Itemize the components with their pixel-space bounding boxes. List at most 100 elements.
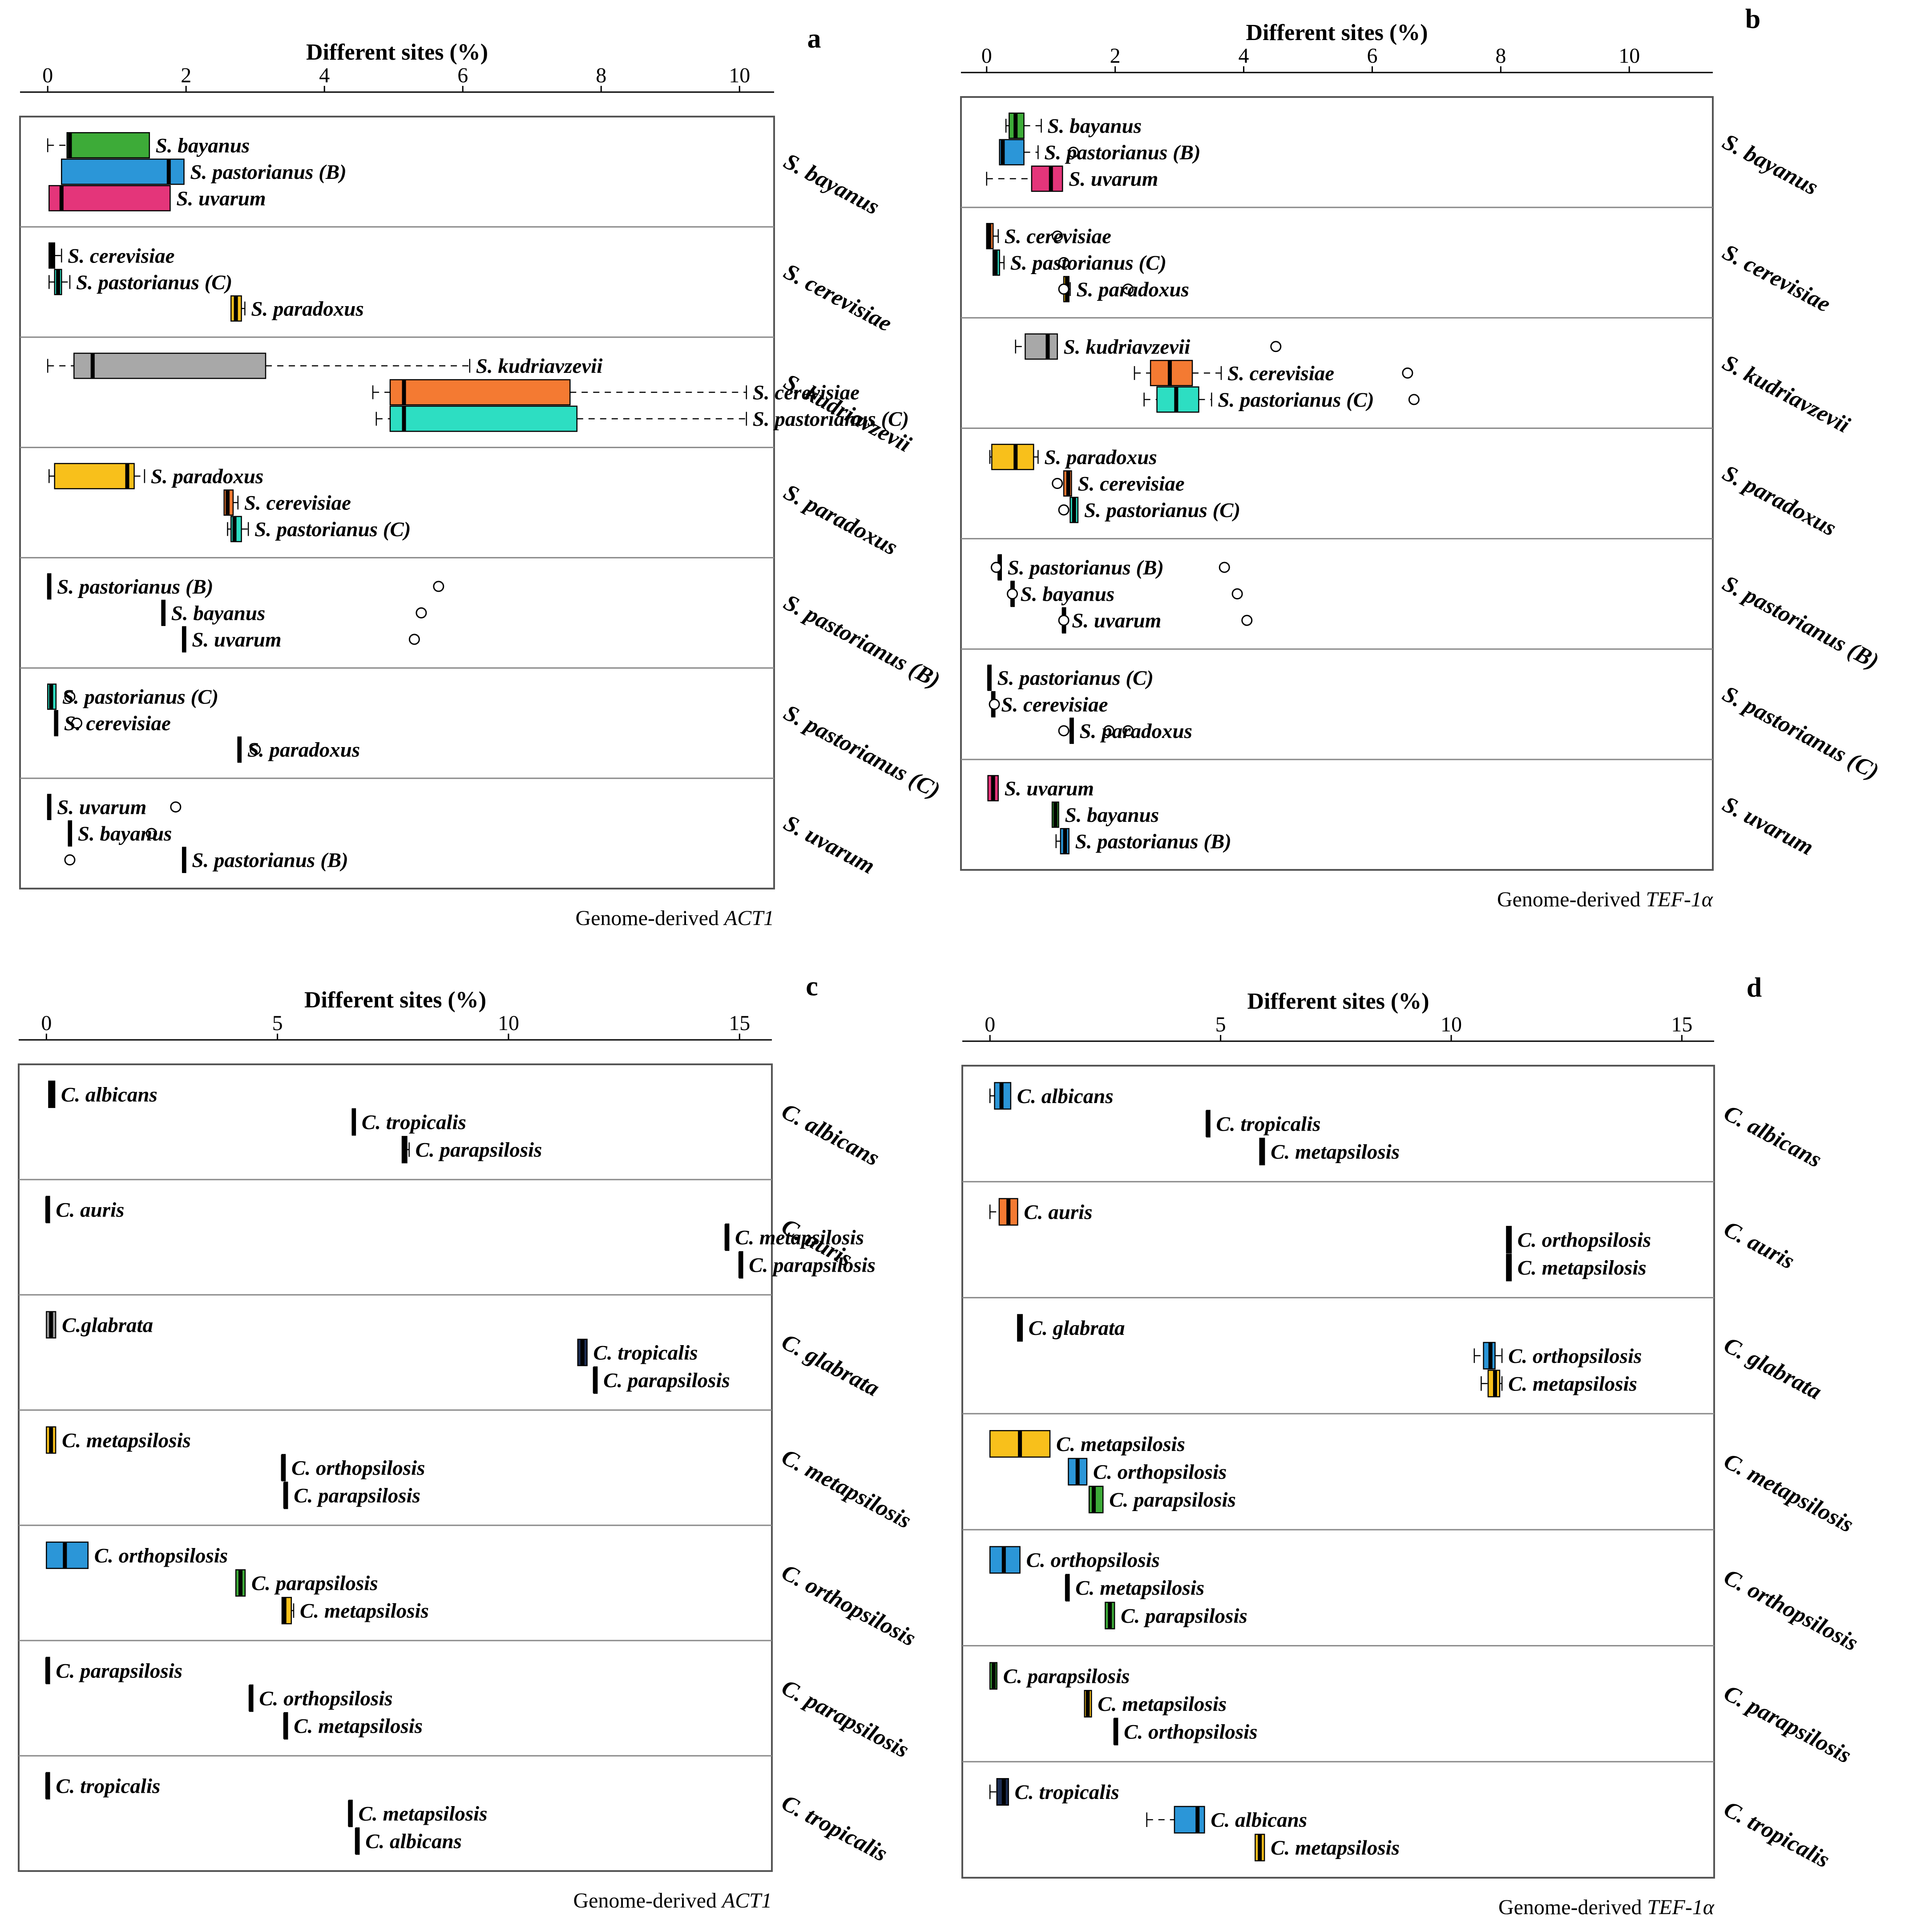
box-entry: C. parapsilosis xyxy=(235,1569,378,1597)
box xyxy=(1031,166,1063,192)
outlier-point xyxy=(1219,562,1230,573)
box-entry: S. pastorianus (C) xyxy=(987,664,1154,691)
box-entry: C. metapsilosis xyxy=(724,1223,864,1251)
box xyxy=(48,185,171,211)
panel-frame xyxy=(18,1063,773,1872)
box-entry: C. metapsilosis xyxy=(1506,1253,1647,1281)
group-label: S. bayanus xyxy=(779,149,883,220)
box-label: C. orthopsilosis xyxy=(94,1544,228,1567)
box-label: C. parapsilosis xyxy=(294,1484,420,1508)
box-label: S. bayanus xyxy=(1048,115,1142,138)
box-label: C. metapsilosis xyxy=(1518,1257,1647,1280)
box-entry: C. auris xyxy=(989,1198,1093,1226)
box-label: S. cerevisiae xyxy=(64,712,171,735)
box-entry: S. pastorianus (C) xyxy=(227,516,411,542)
outlier-point xyxy=(1103,725,1114,736)
box-label: C. tropicalis xyxy=(593,1342,698,1365)
outlier-point xyxy=(1058,614,1070,626)
box xyxy=(46,1541,89,1569)
outlier-point xyxy=(1058,725,1070,736)
caption-gene: ACT1 xyxy=(723,906,774,930)
box-label: S. pastorianus (B) xyxy=(1075,830,1231,853)
panel-caption: Genome-derived ACT1 xyxy=(575,906,774,930)
box-entry: C. metapsilosis xyxy=(1481,1370,1637,1398)
box-entry: S. cerevisiae xyxy=(54,710,171,736)
outlier-point xyxy=(1270,341,1282,352)
box-entry: S. bayanus xyxy=(161,599,427,626)
panel-c: Different sites (%) 0 5 10 15 c Genome-derived… xyxy=(18,971,920,1912)
box-entry: C. parapsilosis xyxy=(989,1662,1130,1690)
group-label: S. pastorianus (B) xyxy=(1718,571,1883,675)
panel-caption: Genome-derived ACT1 xyxy=(573,1889,772,1912)
box-label: S. pastorianus (C) xyxy=(1218,388,1374,412)
group-label: C. parapsilosis xyxy=(777,1675,913,1763)
group-label: C. orthopsilosis xyxy=(1719,1564,1862,1656)
box-label: S. paradoxus xyxy=(1080,719,1192,743)
box-entry: C. orthopsilosis xyxy=(989,1546,1160,1574)
box-label: C. albicans xyxy=(61,1083,157,1106)
x-tick-label: 10 xyxy=(1441,1013,1462,1036)
group: S. pastorianus (B) S. pastorianus (B) S. b… xyxy=(20,557,944,693)
group-label: C. metapsilosis xyxy=(777,1444,915,1534)
box-label: S. pastorianus (C) xyxy=(62,686,218,709)
box-label: S. cerevisiae xyxy=(68,244,174,267)
box-entry: C. metapsilosis xyxy=(1084,1689,1227,1718)
x-tick-label: 10 xyxy=(498,1011,519,1035)
box-label: S. pastorianus (C) xyxy=(76,271,232,294)
group: S. pastorianus (C) S. pastorianus (C) S. c… xyxy=(961,648,1883,784)
box-label: C. orthopsilosis xyxy=(291,1457,425,1480)
group-label: S. pastorianus (B) xyxy=(779,590,944,693)
box-entry: S. cerevisiae xyxy=(1134,360,1413,386)
group: C. glabrata C.glabrata C. tropicalis C. par… xyxy=(19,1294,884,1402)
outlier-point xyxy=(1058,257,1070,268)
box-entry: S. cerevisiae xyxy=(986,223,1111,250)
group-label: C. auris xyxy=(1719,1216,1798,1274)
box-entry: C. metapsilosis xyxy=(348,1799,488,1827)
box-label: C. parapsilosis xyxy=(1121,1605,1247,1628)
box-label: C. parapsilosis xyxy=(56,1659,182,1682)
group-label: S. cerevisiae xyxy=(1718,239,1834,317)
box-entry: S. pastorianus (C) xyxy=(992,249,1166,276)
box-label: S. paradoxus xyxy=(251,297,363,320)
box-entry: C. orthopsilosis xyxy=(1068,1458,1227,1486)
box-label: C. albicans xyxy=(365,1830,462,1853)
group-label: C. tropicalis xyxy=(777,1790,891,1867)
box-label: C. auris xyxy=(1024,1201,1092,1224)
box-entry: C. metapsilosis xyxy=(281,1597,429,1625)
box xyxy=(73,352,266,379)
x-tick-label: 15 xyxy=(729,1011,750,1035)
box-label: S. bayanus xyxy=(1065,804,1159,827)
box xyxy=(66,132,150,158)
box-entry: C. albicans xyxy=(989,1082,1114,1110)
box-label: C. metapsilosis xyxy=(294,1715,423,1738)
box-label: S. uvarum xyxy=(1005,777,1094,800)
box-entry: C. orthopsilosis xyxy=(46,1541,228,1569)
panel-frame xyxy=(961,1065,1715,1879)
panel-caption: Genome-derived TEF-1α xyxy=(1497,888,1713,911)
box-label: S. uvarum xyxy=(1069,168,1158,191)
outlier-point xyxy=(1122,725,1134,736)
box-label: S. pastorianus (B) xyxy=(190,161,347,184)
box-label: C. metapsilosis xyxy=(1075,1576,1204,1600)
box-entry: C. tropicalis xyxy=(989,1778,1119,1806)
box-entry: C. metapsilosis xyxy=(1255,1834,1400,1862)
x-tick-label: 10 xyxy=(1618,44,1640,68)
group-label: C. glabrata xyxy=(777,1329,884,1402)
x-tick-label: 2 xyxy=(1110,44,1121,68)
box-label: C. metapsilosis xyxy=(735,1226,864,1249)
box-entry: S. bayanus xyxy=(68,820,172,847)
group: S. pastorianus (C) S. pastorianus (C) S. c… xyxy=(20,667,944,804)
box-entry: S. bayanus xyxy=(1005,112,1142,139)
box-entry: C.glabrata xyxy=(46,1311,153,1339)
box-label: C.glabrata xyxy=(62,1314,153,1337)
box-entry: C. metapsilosis xyxy=(283,1712,423,1740)
box-entry: S. pastorianus (B) xyxy=(47,573,444,600)
box-entry: S. paradoxus xyxy=(237,736,360,763)
box-entry: C. albicans xyxy=(48,1080,157,1108)
box-label: C. tropicalis xyxy=(1015,1781,1119,1804)
box-entry: S. pastorianus (C) xyxy=(1058,497,1240,523)
caption-prefix: Genome-derived xyxy=(1497,888,1646,911)
box-label: S. paradoxus xyxy=(151,465,263,488)
box-label: S. pastorianus (B) xyxy=(1008,556,1164,579)
box-entry: S. kudriavzevii xyxy=(1015,333,1282,360)
